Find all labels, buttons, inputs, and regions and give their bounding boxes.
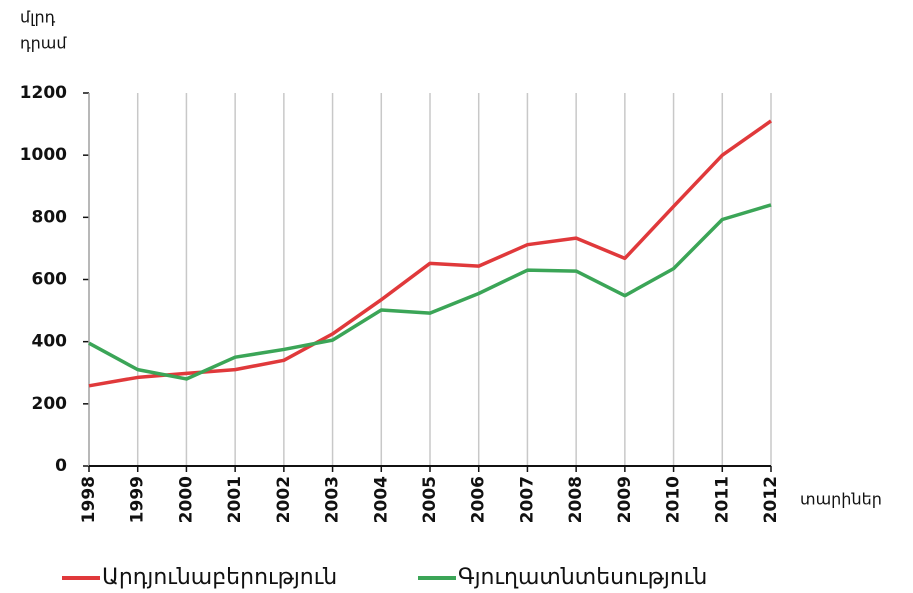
legend-label: Գյուղատնտեսություն <box>458 565 707 590</box>
x-tick-label: 2010 <box>664 476 684 523</box>
x-tick-label: 2005 <box>420 476 440 523</box>
x-tick-label: 2001 <box>225 476 245 523</box>
y-tick-label: 1200 <box>20 83 67 103</box>
y-tick-label: 800 <box>32 207 68 227</box>
y-tick-label: 0 <box>55 456 67 476</box>
legend-label: Արդյունաբերություն <box>102 565 337 590</box>
x-tick-label: 1998 <box>79 476 99 523</box>
x-tick-label: 2006 <box>469 476 489 523</box>
y-tick-label: 200 <box>32 394 68 414</box>
series-line <box>88 203 772 381</box>
x-tick-label: 2011 <box>712 476 732 523</box>
x-tick-label: 2004 <box>371 476 391 523</box>
y-tick-label: 400 <box>32 332 68 352</box>
x-tick-label: 1999 <box>128 476 148 523</box>
x-tick-label: 2008 <box>566 476 586 523</box>
y-axis-label: մլրդ <box>20 8 56 27</box>
x-tick-label: 2002 <box>274 476 294 523</box>
x-tick-label: 2009 <box>615 476 635 523</box>
y-tick-label: 1000 <box>20 145 67 165</box>
x-tick-label: 2007 <box>517 476 537 523</box>
x-tick-label: 2012 <box>761 476 781 523</box>
y-axis-label: դրամ <box>20 34 67 53</box>
y-tick-label: 600 <box>32 270 68 290</box>
x-tick-label: 2000 <box>176 476 196 523</box>
x-tick-label: 2003 <box>323 476 343 523</box>
x-axis-label: տարիներ <box>800 490 882 509</box>
